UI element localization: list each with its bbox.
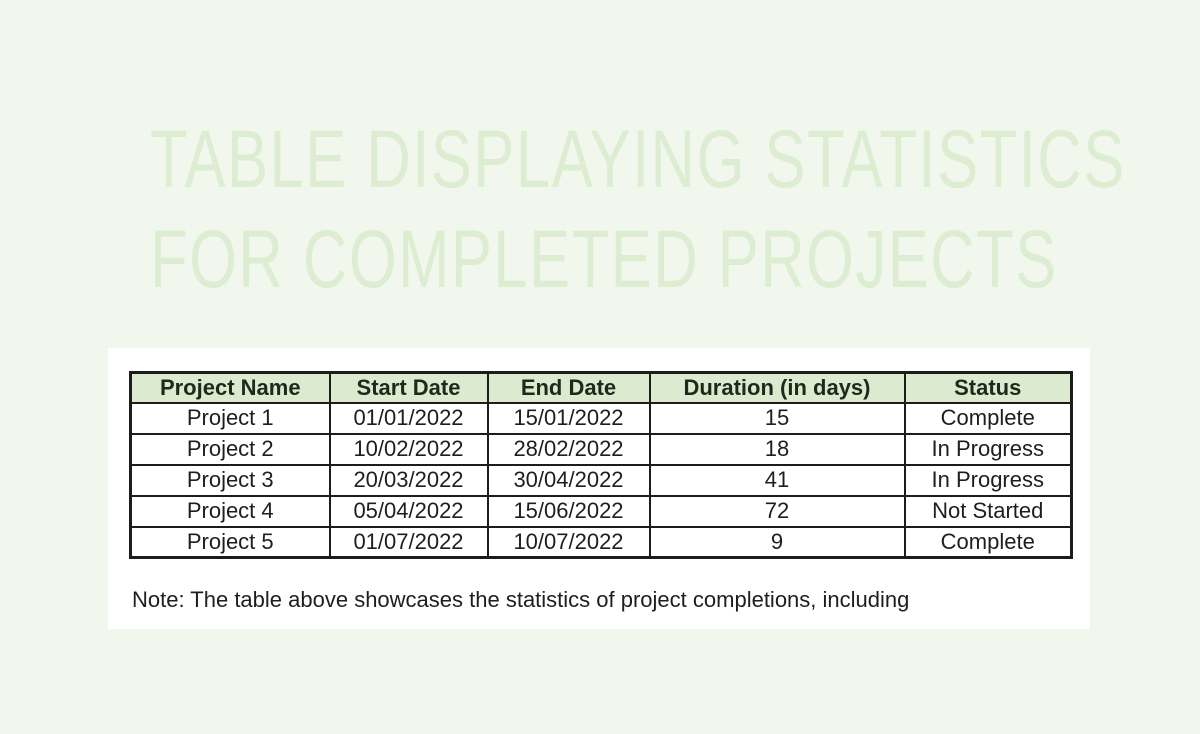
cell-end-date: 15/01/2022 (486, 401, 651, 435)
cell-duration: 9 (648, 525, 906, 559)
cell-status: Complete (903, 401, 1073, 435)
column-header-status: Status (903, 371, 1073, 404)
column-header-duration: Duration (in days) (648, 371, 906, 404)
cell-project-name: Project 3 (129, 463, 331, 497)
cell-status: Not Started (903, 494, 1073, 528)
cell-end-date: 30/04/2022 (486, 463, 651, 497)
cell-duration: 18 (648, 432, 906, 466)
column-header-start-date: Start Date (328, 371, 489, 404)
cell-end-date: 28/02/2022 (486, 432, 651, 466)
cell-duration: 15 (648, 401, 906, 435)
table-row: Project 3 20/03/2022 30/04/2022 41 In Pr… (129, 463, 1073, 497)
table-row: Project 1 01/01/2022 15/01/2022 15 Compl… (129, 401, 1073, 435)
cell-project-name: Project 1 (129, 401, 331, 435)
cell-status: In Progress (903, 463, 1073, 497)
cell-start-date: 01/07/2022 (328, 525, 489, 559)
cell-end-date: 10/07/2022 (486, 525, 651, 559)
projects-table: Project Name Start Date End Date Duratio… (129, 371, 1073, 559)
cell-status: Complete (903, 525, 1073, 559)
cell-status: In Progress (903, 432, 1073, 466)
table-row: Project 5 01/07/2022 10/07/2022 9 Comple… (129, 525, 1073, 559)
cell-project-name: Project 2 (129, 432, 331, 466)
table-row: Project 2 10/02/2022 28/02/2022 18 In Pr… (129, 432, 1073, 466)
cell-project-name: Project 4 (129, 494, 331, 528)
cell-start-date: 01/01/2022 (328, 401, 489, 435)
cell-duration: 41 (648, 463, 906, 497)
cell-start-date: 20/03/2022 (328, 463, 489, 497)
column-header-end-date: End Date (486, 371, 651, 404)
cell-start-date: 10/02/2022 (328, 432, 489, 466)
watermark-line-1: TABLE DISPLAYING STATISTICS (150, 114, 1126, 205)
table-header-row: Project Name Start Date End Date Duratio… (129, 371, 1073, 404)
cell-start-date: 05/04/2022 (328, 494, 489, 528)
watermark-title: TABLE DISPLAYING STATISTICS FOR COMPLETE… (0, 110, 1200, 310)
column-header-project-name: Project Name (129, 371, 331, 404)
watermark-line-2: FOR COMPLETED PROJECTS (150, 214, 1058, 305)
table-row: Project 4 05/04/2022 15/06/2022 72 Not S… (129, 494, 1073, 528)
cell-project-name: Project 5 (129, 525, 331, 559)
cell-end-date: 15/06/2022 (486, 494, 651, 528)
note-text: Note: The table above showcases the stat… (132, 587, 910, 612)
cell-duration: 72 (648, 494, 906, 528)
